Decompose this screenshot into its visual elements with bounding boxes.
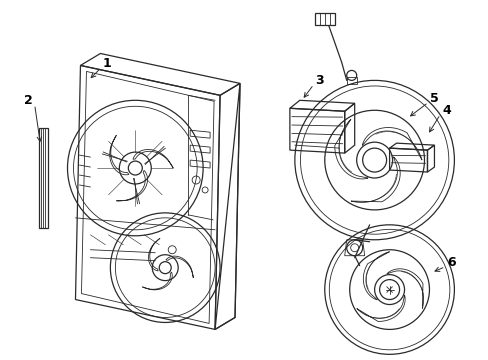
Text: 5: 5 [429, 92, 438, 105]
Text: 6: 6 [446, 256, 455, 269]
Text: 4: 4 [441, 104, 450, 117]
Text: 3: 3 [315, 74, 324, 87]
Text: 1: 1 [103, 57, 112, 70]
Text: 2: 2 [24, 94, 33, 107]
